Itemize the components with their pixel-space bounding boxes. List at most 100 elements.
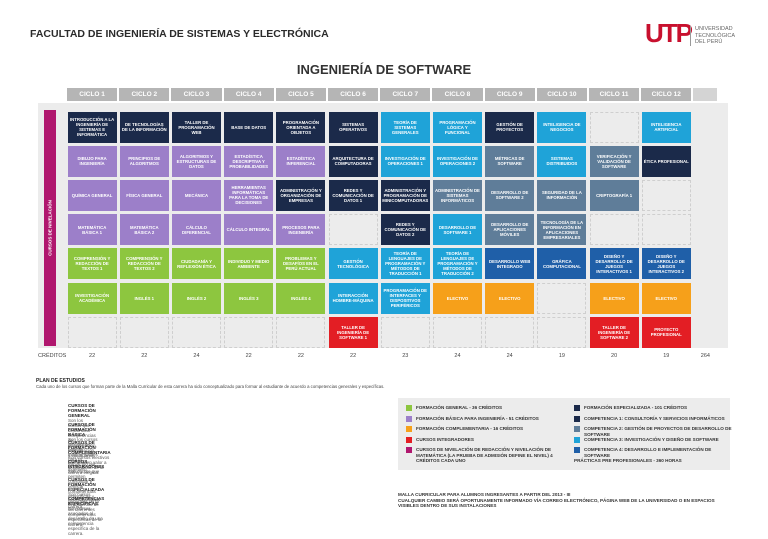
empty-slot: [380, 316, 430, 348]
legend-swatch: [56, 497, 64, 503]
course: INGLÉS 1: [119, 282, 169, 314]
course: MECÁNICA: [171, 179, 222, 212]
legend-title: CURSOS DE FORMACIÓN BÁSICA: [68, 421, 96, 437]
course: PROGRAMACIÓN LÓGICA Y FUNCIONAL: [432, 111, 483, 143]
course: ELECTIVO: [485, 282, 535, 314]
course: TALLER DE PROGRAMACIÓN WEB: [171, 111, 222, 143]
cycle-header: CICLO 7: [380, 88, 431, 101]
summary-text: CURSOS INTEGRADORES: [416, 436, 474, 442]
cycle-header: CICLO 6: [328, 88, 379, 101]
summary-text: COMPETENCIA 3: INVESTIGACIÓN Y DISEÑO DE…: [584, 436, 719, 442]
course: ELECTIVO: [589, 282, 639, 314]
summary-box: [398, 398, 730, 470]
course: DE TECNOLOGÍAS DE LA INFORMACIÓN: [119, 111, 169, 143]
course: INGLÉS 2: [171, 282, 222, 314]
logo-line: TECNOLÓGICA: [695, 32, 736, 39]
empty-slot: [537, 316, 587, 348]
course: INVESTIGACIÓN DE OPERACIONES 1: [380, 145, 430, 177]
footer: MALLA CURRICULAR PARA ALUMNOS INGRESANTE…: [398, 492, 728, 509]
course: REDES Y COMUNICACIÓN DE DATOS 1: [328, 179, 378, 212]
summary-text: CURSOS DE NIVELACIÓN DE REDACCIÓN Y NIVE…: [416, 447, 553, 463]
footer-line: MALLA CURRICULAR PARA ALUMNOS INGRESANTE…: [398, 492, 571, 497]
summary-swatch: [406, 405, 412, 411]
legend-swatch: [56, 423, 64, 429]
legend-item: CURSOS DE FORMACIÓN COMPLEMENTARIA Son cu…: [68, 440, 111, 475]
empty-slot: [276, 316, 326, 348]
course: PROGRAMACIÓN DE INTERFACES Y DISPOSITIVO…: [380, 282, 430, 314]
summary-text: COMPETENCIA 1: CONSULTORÍA Y SERVICIOS I…: [584, 415, 725, 421]
cycle-header: CICLO 3: [171, 88, 222, 101]
credits-label: CRÉDITOS: [38, 353, 67, 359]
course: INTELIGENCIA DE NEGOCIOS: [537, 111, 587, 143]
cycle-header: CICLO 4: [223, 88, 274, 101]
empty-slot: [119, 316, 169, 348]
course: DESARROLLO WEB INTEGRADO: [485, 248, 535, 280]
course: DESARROLLO DE SOFTWARE 2: [485, 179, 535, 212]
course: SEGURIDAD DE LA INFORMACIÓN: [537, 179, 587, 212]
legend-item: CURSOS DE FORMACIÓN BÁSICA Son los cursos…: [68, 422, 98, 472]
course: COMPRENSIÓN Y REDACCIÓN DE TEXTOS 1: [67, 248, 117, 280]
plan-text: Cada uno de los cursos que forman parte …: [36, 384, 385, 389]
course: INGLÉS 3: [224, 282, 274, 314]
course: TALLER DE INGENIERÍA DE SOFTWARE 2: [589, 316, 639, 348]
cycle-header: CICLO 8: [432, 88, 483, 101]
course: INGLÉS 4: [276, 282, 326, 314]
summary-swatch: [574, 447, 580, 453]
course: PROCESOS PARA INGENIERÍA: [276, 214, 326, 246]
legend-title: CURSOS INTEGRADORES: [68, 458, 105, 469]
legend-swatch: [56, 460, 64, 466]
course: QUÍMICA GENERAL: [67, 179, 117, 212]
course: PROYECTO PROFESIONAL: [641, 316, 691, 348]
course: HERRAMIENTAS INFORMÁTICAS PARA LA TOMA D…: [224, 179, 274, 212]
course: GESTIÓN DE PROYECTOS: [485, 111, 535, 143]
course: DESARROLLO DE SOFTWARE 1: [432, 214, 483, 246]
legend-text: Son cursos necesarios para el desarrollo…: [68, 492, 102, 527]
credit-value: 20: [611, 353, 618, 359]
course: MATEMÁTICA BÁSICA 2: [119, 214, 169, 246]
course: ADMINISTRACIÓN Y ORGANIZACIÓN DE EMPRESA…: [276, 179, 326, 212]
summary-swatch: [406, 426, 412, 432]
summary-swatch: [406, 436, 412, 443]
empty-slot: [67, 316, 117, 348]
course: REDES Y COMUNICACIÓN DE DATOS 2: [380, 214, 430, 246]
course: INVESTIGACIÓN ACADÉMICA: [67, 282, 117, 314]
course: TEORÍA DE LENGUAJES DE PROGRAMACIÓN Y MÉ…: [380, 248, 430, 280]
legend-text: Son los cursos de ciencias básicas indis…: [68, 436, 98, 472]
cycle-header: CICLO 10: [536, 88, 587, 101]
course: FÍSICA GENERAL: [119, 179, 169, 212]
legend-item: COMPETENCIAS ESPECÍFICAS Son cursos asoci…: [68, 496, 104, 536]
cycle-header: CICLO 11: [589, 88, 640, 101]
logo-line: UNIVERSIDAD: [695, 26, 733, 32]
credit-value: 19: [558, 353, 565, 359]
course: COMPRENSIÓN Y REDACCIÓN DE TEXTOS 2: [119, 248, 169, 280]
empty-slot: [641, 179, 691, 212]
empty-slot: [589, 214, 639, 246]
course: DISEÑO Y DESARROLLO DE JUEGOS INTERACTIV…: [641, 248, 691, 280]
course: DESARROLLO DE APLICACIONES MÓVILES: [485, 214, 535, 246]
legend-item: CURSOS INTEGRADORES Son cursos que permit…: [68, 459, 104, 509]
cycle-header: CICLO 9: [484, 88, 535, 101]
logo-line: DEL PERÚ: [695, 39, 723, 45]
summary-swatch: [574, 426, 580, 432]
footer-line: CUALQUIER CAMBIO SERÁ OPORTUNAMENTE INFO…: [398, 497, 715, 509]
course: BASE DE DATOS: [224, 111, 274, 143]
course: SISTEMAS OPERATIVOS: [328, 111, 378, 143]
course: ARQUITECTURA DE COMPUTADORAS: [328, 145, 378, 177]
cycle-header: CICLO 12: [641, 88, 692, 101]
legend-swatch: [56, 478, 64, 484]
summary-swatch: [406, 447, 412, 453]
course: MATEMÁTICA BÁSICA 1: [67, 214, 117, 246]
legend-swatch: [56, 441, 64, 447]
credit-value: 23: [402, 353, 409, 359]
course: INTRODUCCIÓN A LA INGENIERÍA DE SISTEMAS…: [67, 111, 117, 143]
course: ELECTIVO: [432, 282, 483, 314]
course: PROBLEMAS Y DESAFÍOS EN EL PERÚ ACTUAL: [276, 248, 326, 280]
course: DIBUJO PARA INGENIERÍA: [67, 145, 117, 177]
credit-value: 22: [141, 353, 148, 359]
credit-value: 24: [193, 353, 200, 359]
course: CÁLCULO DIFERENCIAL: [171, 214, 222, 246]
legend-text: Son cursos electivos que añaden valor a …: [68, 455, 110, 475]
course: DISEÑO Y DESARROLLO DE JUEGOS INTERACTIV…: [589, 248, 639, 280]
cycle-header: CICLO 1: [67, 88, 118, 101]
